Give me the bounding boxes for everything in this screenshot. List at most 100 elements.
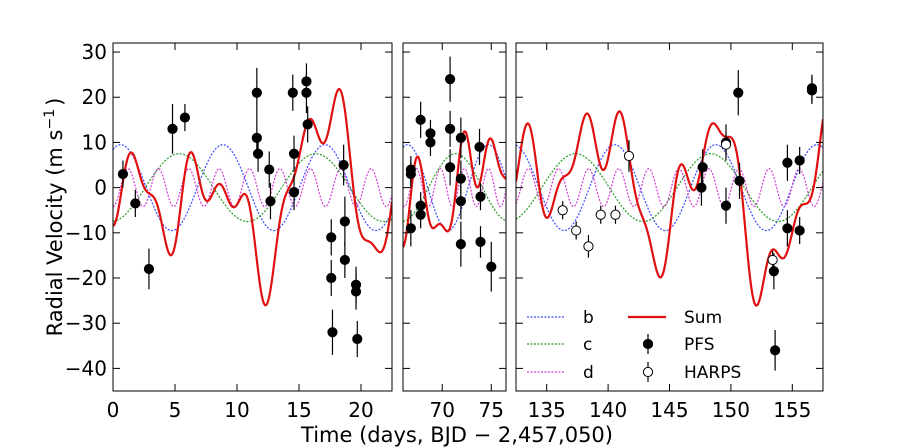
legend-label: c [583,335,592,355]
y-axis-title-exponent: −1 [42,109,58,130]
data-marker [767,254,778,266]
data-marker [455,196,466,207]
x-tick-label: 135 [528,398,566,422]
pfs-point [425,128,436,156]
y-tick-label: −30 [65,311,107,335]
pfs-point [806,76,818,105]
data-marker [571,225,582,236]
pfs-point [252,135,264,172]
y-axis-title-main: Radial Velocity (m s [43,129,67,336]
series-sum-line [516,110,823,307]
pfs-point [288,135,300,172]
x-tick-label: 145 [650,398,688,422]
legend-label: HARPS [684,363,741,383]
data-marker [265,196,276,207]
pfs-point [302,106,313,143]
data-marker [770,345,781,356]
legend-marker [642,338,654,350]
pfs-point [720,187,732,224]
panel-1: 0 5 10 15 20 30 20 10 0 −10 −20 −30 −40 [65,40,393,422]
panel-2: 70 75 [402,42,507,422]
legend-label: d [583,363,594,383]
pfs-point [326,219,337,256]
pfs-point [475,183,486,211]
legend-entry-sum: Sum [628,308,722,328]
pfs-point [415,201,426,229]
data-marker [326,272,337,284]
legend-entry-b: b [527,308,594,328]
pfs-point [117,160,129,188]
pfs-point [405,160,416,188]
series-d-line [113,168,392,208]
data-marker [697,162,708,173]
pfs-point [782,144,793,181]
data-marker [806,85,818,96]
data-marker [733,87,744,98]
harps-point [595,205,606,224]
pfs-point [455,221,466,267]
data-marker [352,333,363,345]
legend-label: b [583,308,594,328]
x-tick-label: 0 [107,398,120,422]
data-marker [338,159,349,171]
pfs-point [696,169,707,206]
pfs-point [444,149,456,186]
x-tick-label: 150 [712,398,750,422]
legend-entry-d: d [527,363,594,383]
x-tick-label: 5 [169,398,182,422]
data-marker [734,175,745,186]
data-marker [415,209,426,220]
panel-2-frame [402,42,507,392]
data-marker [415,114,426,125]
data-marker [350,286,362,297]
pfs-point [130,189,141,217]
data-marker [720,139,732,150]
series-sum-line [113,87,392,307]
pfs-point [352,320,363,358]
pfs-point [327,309,338,355]
x-tick-label: 20 [348,398,373,422]
pfs-point [326,259,337,297]
data-marker [475,236,486,247]
data-marker [251,87,262,98]
series-b-line [516,144,823,232]
panel-3-frame [515,42,824,392]
pfs-point [794,146,805,175]
data-marker [444,162,456,173]
pfs-point [338,144,349,186]
data-marker [405,223,416,234]
pfs-point [770,329,781,371]
x-tick-label: 75 [479,398,504,422]
data-marker [288,148,300,159]
panel-1-frame [112,42,393,392]
data-marker [301,87,312,98]
data-marker [595,209,606,220]
data-marker [405,168,416,180]
legend-label: Sum [684,308,722,328]
x-tick-label: 140 [589,398,627,422]
pfs-point [339,196,350,247]
y-tick-label: 20 [82,85,107,109]
data-marker [557,205,568,216]
pfs-point [455,183,466,220]
y-tick-label: 30 [82,40,107,64]
y-tick-label: −10 [65,221,107,245]
series-d-line [516,168,823,208]
legend-entry-c: c [527,335,592,355]
pfs-point [167,104,178,154]
x-tick-label: 155 [773,398,811,422]
data-marker [327,327,338,338]
data-marker [425,137,436,148]
harps-point [623,140,635,172]
series-sum-line [403,130,506,248]
legend-label: PFS [684,335,715,355]
pfs-point [444,56,456,102]
data-marker [782,223,793,234]
data-marker [794,225,805,236]
data-marker [444,74,456,85]
y-tick-label: −20 [65,266,107,290]
pfs-point [251,67,262,118]
legend-entry-harps: HARPS [642,362,741,383]
y-axis-title: Radial Velocity (m s−1) [42,98,67,337]
data-marker [474,141,485,153]
